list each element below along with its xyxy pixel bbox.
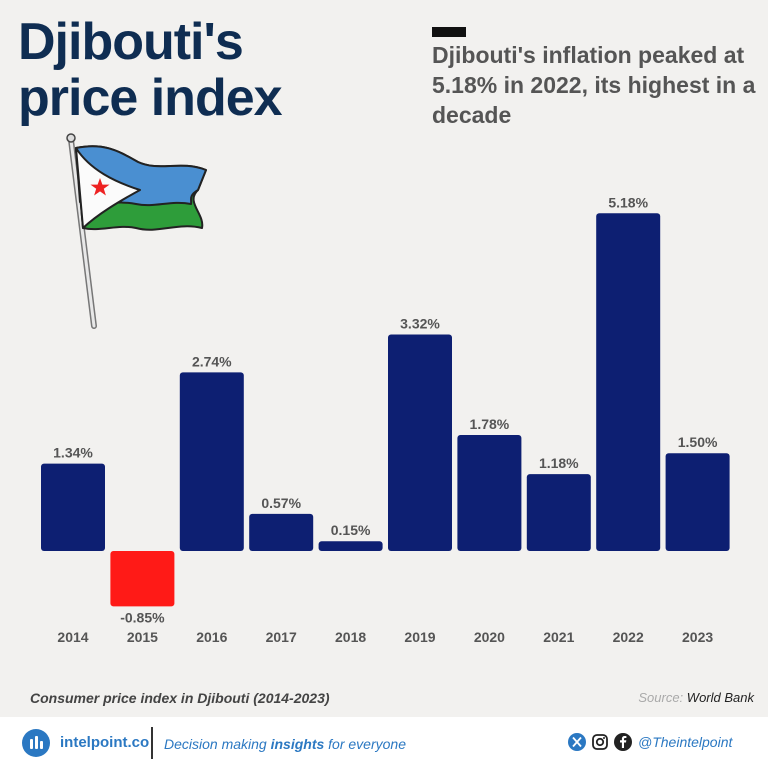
tagline-post: for everyone [328, 736, 406, 752]
tagline-pre: Decision making [164, 736, 267, 752]
bar-chart: 1.34% 2014 -0.85% 2015 2.74% 2016 0.57% 2017 0.1… [41, 194, 730, 645]
x-tick-label-2020: 2020 [474, 629, 505, 645]
chart-subtitle: Djibouti's inflation peaked at 5.18% in … [432, 42, 756, 128]
title-line-2: price index [18, 69, 283, 127]
bar-2021 [526, 474, 591, 551]
tagline: Decision making insights for everyone [164, 736, 406, 752]
tagline-bold: insights [270, 736, 325, 752]
facebook-icon[interactable] [614, 733, 632, 751]
value-label-2023: 1.50% [678, 434, 718, 450]
x-tick-label-2018: 2018 [335, 629, 366, 645]
source-prefix: Source: [638, 690, 684, 705]
value-label-2014: 1.34% [53, 445, 93, 461]
value-label-2020: 1.78% [470, 416, 510, 432]
x-tick-label-2017: 2017 [266, 629, 297, 645]
social-links: @Theintelpoint [568, 733, 732, 751]
value-label-2017: 0.57% [261, 495, 301, 511]
bar-2022 [596, 213, 661, 551]
bar-2014 [41, 463, 105, 551]
chart-caption: Consumer price index in Djibouti (2014-2… [30, 690, 330, 706]
value-label-2016: 2.74% [192, 353, 232, 369]
x-tick-label-2021: 2021 [543, 629, 574, 645]
value-label-2021: 1.18% [539, 455, 579, 471]
bar-2016 [179, 372, 244, 551]
x-tick-label-2014: 2014 [57, 629, 88, 645]
x-tick-label-2016: 2016 [196, 629, 227, 645]
title-line-1: Djibouti's [18, 13, 244, 71]
bar-2020 [457, 434, 522, 551]
value-label-2022: 5.18% [608, 194, 648, 210]
value-label-2019: 3.32% [400, 316, 440, 332]
intelpoint-logo-icon[interactable] [22, 729, 50, 757]
bar-2023 [665, 453, 730, 551]
x-tick-label-2022: 2022 [613, 629, 644, 645]
value-label-2015: -0.85% [120, 609, 165, 625]
bar-2018 [318, 541, 383, 551]
page-title: Djibouti's price index [18, 14, 338, 126]
bar-2015 [110, 551, 175, 607]
bar-2019 [388, 334, 452, 551]
brand-link[interactable]: intelpoint.co [60, 734, 150, 751]
x-tick-label-2023: 2023 [682, 629, 713, 645]
source-name: World Bank [686, 690, 754, 705]
bar-2017 [249, 513, 314, 551]
value-label-2018: 0.15% [331, 522, 371, 538]
x-tick-label-2019: 2019 [404, 629, 435, 645]
x-tick-label-2015: 2015 [127, 629, 158, 645]
footer: intelpoint.co Decision making insights f… [0, 717, 768, 768]
djibouti-flag-icon [60, 130, 220, 340]
footer-divider [151, 727, 153, 759]
subtitle-accent-bar [432, 27, 466, 37]
source-note: Source: World Bank [638, 690, 754, 705]
x-icon[interactable] [568, 733, 586, 751]
social-handle[interactable]: @Theintelpoint [638, 734, 733, 750]
instagram-icon[interactable] [591, 733, 609, 751]
